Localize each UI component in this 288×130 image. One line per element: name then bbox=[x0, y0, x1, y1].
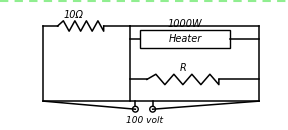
Text: Heater: Heater bbox=[168, 34, 202, 44]
Bar bbox=[140, 30, 230, 48]
Text: 1000W: 1000W bbox=[168, 19, 202, 29]
Text: R: R bbox=[179, 63, 186, 73]
Text: 10Ω: 10Ω bbox=[63, 10, 84, 20]
Text: 100 volt: 100 volt bbox=[126, 116, 162, 125]
